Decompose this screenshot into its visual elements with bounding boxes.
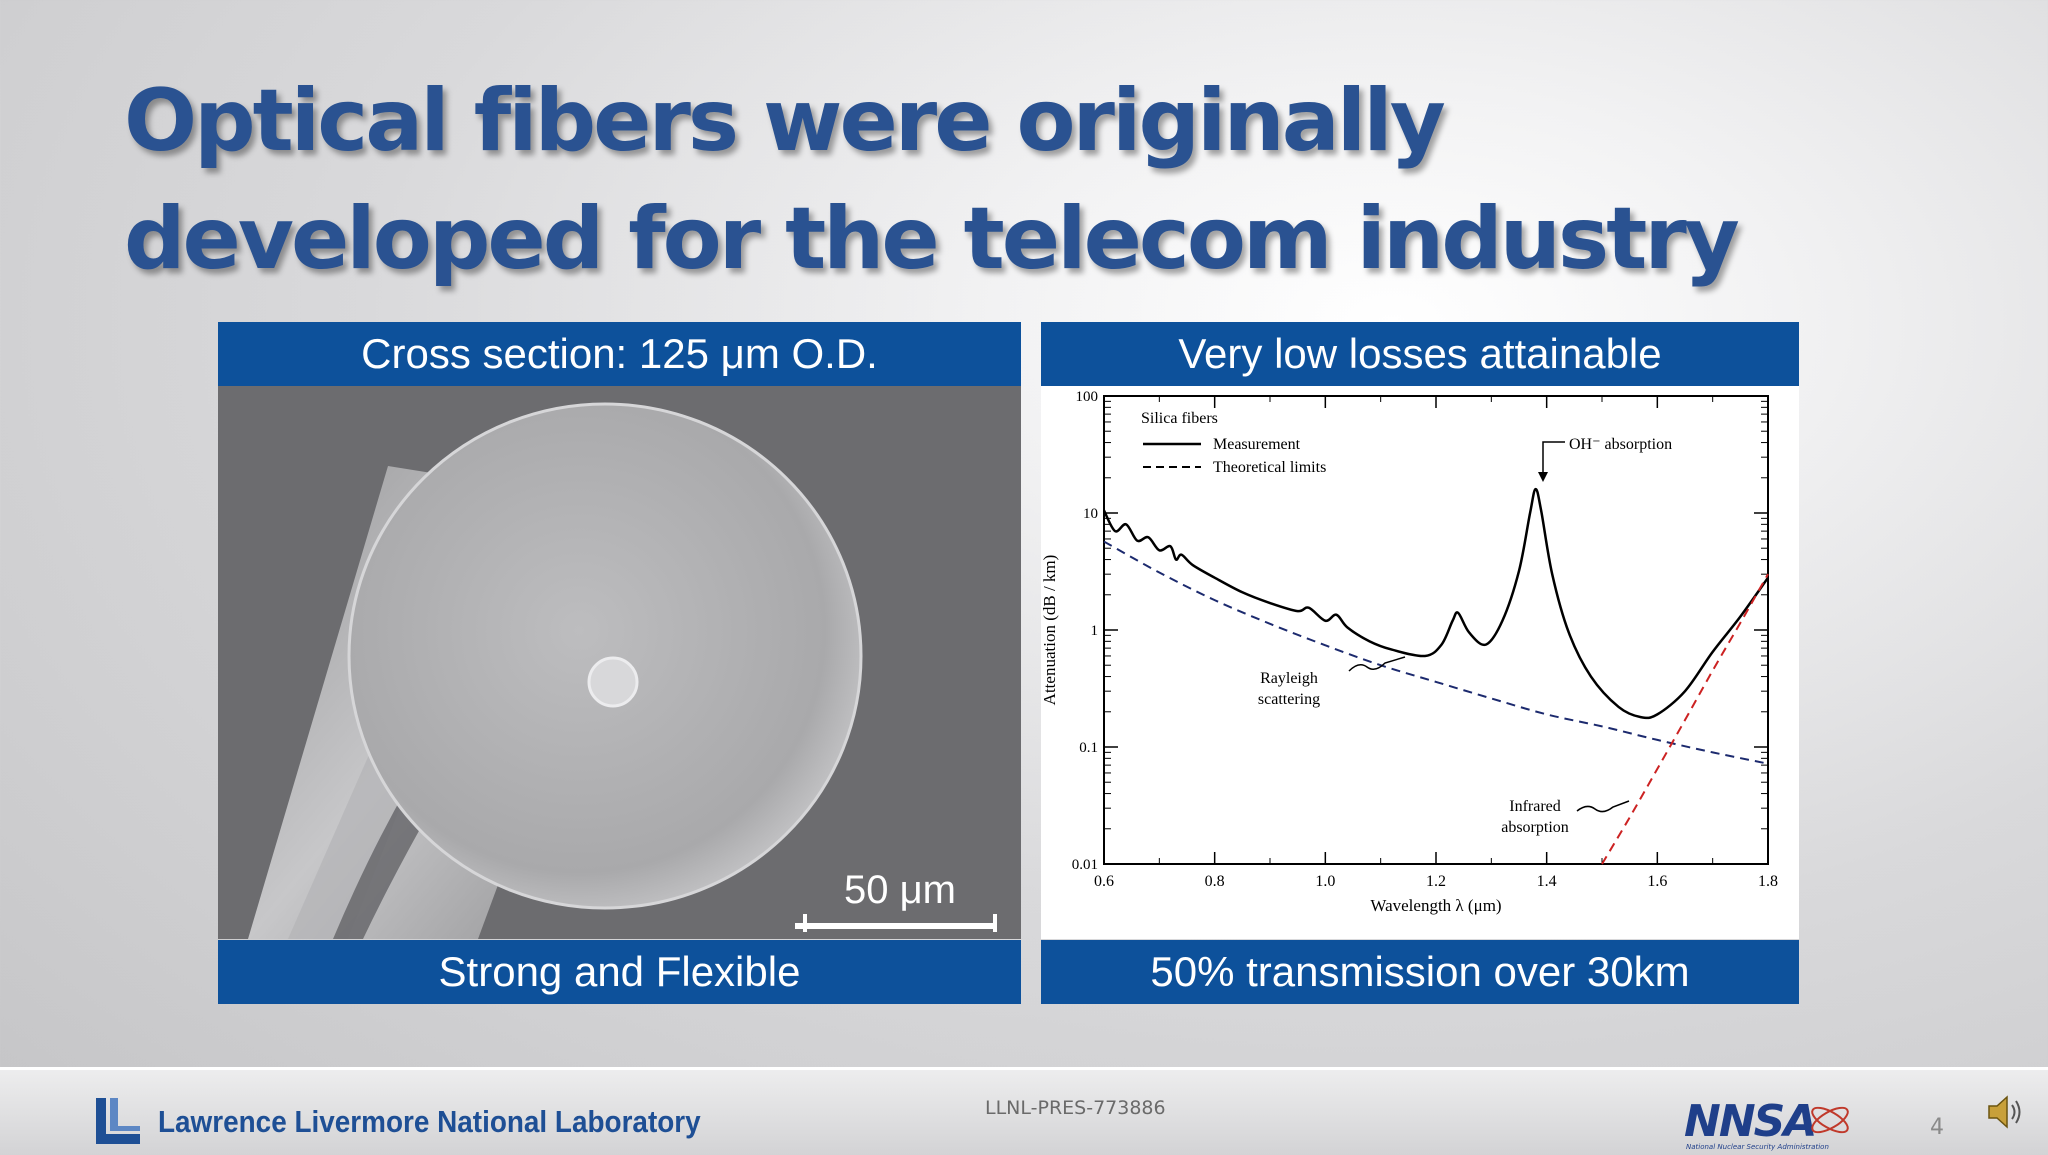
series-measurement-line — [1102, 487, 1770, 720]
annotation-infrared-pointer — [1576, 800, 1630, 813]
footer-bar — [0, 1067, 2048, 1155]
x-tick-label: 1.0 — [1315, 873, 1335, 890]
left-panel-header: Cross section: 125 μm O.D. — [218, 322, 1021, 386]
nnsa-logo-text: NNSA — [1684, 1098, 1815, 1147]
series-rayleigh-scattering-line — [1103, 540, 1769, 765]
x-tick-label: 1.2 — [1426, 873, 1446, 890]
y-tick-label: 1 — [1091, 623, 1099, 639]
y-tick-label: 100 — [1076, 389, 1099, 405]
annotation-line: Rayleigh — [1260, 670, 1318, 687]
x-tick-label: 0.8 — [1205, 873, 1225, 890]
legend-heading: Silica fibers — [1141, 410, 1218, 427]
annotation-rayleigh: Rayleigh scattering — [1258, 670, 1320, 708]
x-tick-label: 1.6 — [1647, 873, 1667, 890]
x-tick-label: 0.6 — [1094, 873, 1114, 890]
annotation-oh-pointer — [1542, 441, 1565, 476]
x-tick-label: 1.8 — [1758, 873, 1778, 890]
attenuation-chart-svg: 0.6 0.8 1.0 1.2 1.4 1.6 1.8 0.01 0.1 1 10 100 Wavele… — [1041, 389, 1778, 915]
page-number: 4 — [1930, 1115, 1944, 1140]
legend-entry: Theoretical limits — [1213, 459, 1326, 476]
slide-title: Optical fibers were originally developed… — [124, 71, 1740, 289]
annotation-line: Infrared — [1509, 798, 1561, 815]
y-tick-label: 10 — [1083, 506, 1098, 522]
nnsa-logo: NNSA National Nuclear Security Administr… — [1684, 1098, 1849, 1151]
annotation-line: absorption — [1501, 819, 1569, 836]
right-panel-footer: 50% transmission over 30km — [1041, 940, 1799, 1004]
fiber-core — [587, 656, 639, 708]
series-infrared-absorption-line — [1601, 573, 1769, 865]
nnsa-caption: National Nuclear Security Administration — [1686, 1143, 1829, 1151]
right-panel-header: Very low losses attainable — [1041, 322, 1799, 386]
sem-micrograph-graphic: 50 μm — [218, 386, 1021, 939]
plot-frame — [1103, 395, 1769, 865]
legend-entry: Measurement — [1213, 436, 1301, 453]
llnl-logo-icon — [96, 1098, 140, 1144]
fiber-end-face — [349, 404, 861, 908]
annotation-rayleigh-pointer — [1348, 656, 1406, 672]
scale-bar-label: 50 μm — [844, 868, 956, 912]
annotation-line: scattering — [1258, 691, 1320, 708]
y-tick-label: 0.1 — [1079, 740, 1098, 756]
x-tick-label: 1.4 — [1537, 873, 1557, 890]
document-id: LLNL-PRES-773886 — [985, 1097, 1166, 1119]
annotation-infrared: Infrared absorption — [1501, 798, 1569, 836]
annotation-oh: OH⁻ absorption — [1569, 436, 1672, 453]
fiber-cross-section-image: 50 μm — [218, 386, 1021, 939]
annotation-oh-arrowhead — [1538, 472, 1548, 482]
lab-name: Lawrence Livermore National Laboratory — [158, 1104, 701, 1139]
attenuation-chart: 0.6 0.8 1.0 1.2 1.4 1.6 1.8 0.01 0.1 1 10 100 Wavele… — [1041, 386, 1799, 939]
speaker-icon[interactable] — [1986, 1094, 2026, 1130]
y-axis-label: Attenuation (dB / km) — [1041, 555, 1059, 706]
x-axis-label: Wavelength λ (μm) — [1370, 896, 1501, 915]
y-tick-label: 0.01 — [1072, 857, 1098, 873]
left-panel-footer: Strong and Flexible — [218, 940, 1021, 1004]
